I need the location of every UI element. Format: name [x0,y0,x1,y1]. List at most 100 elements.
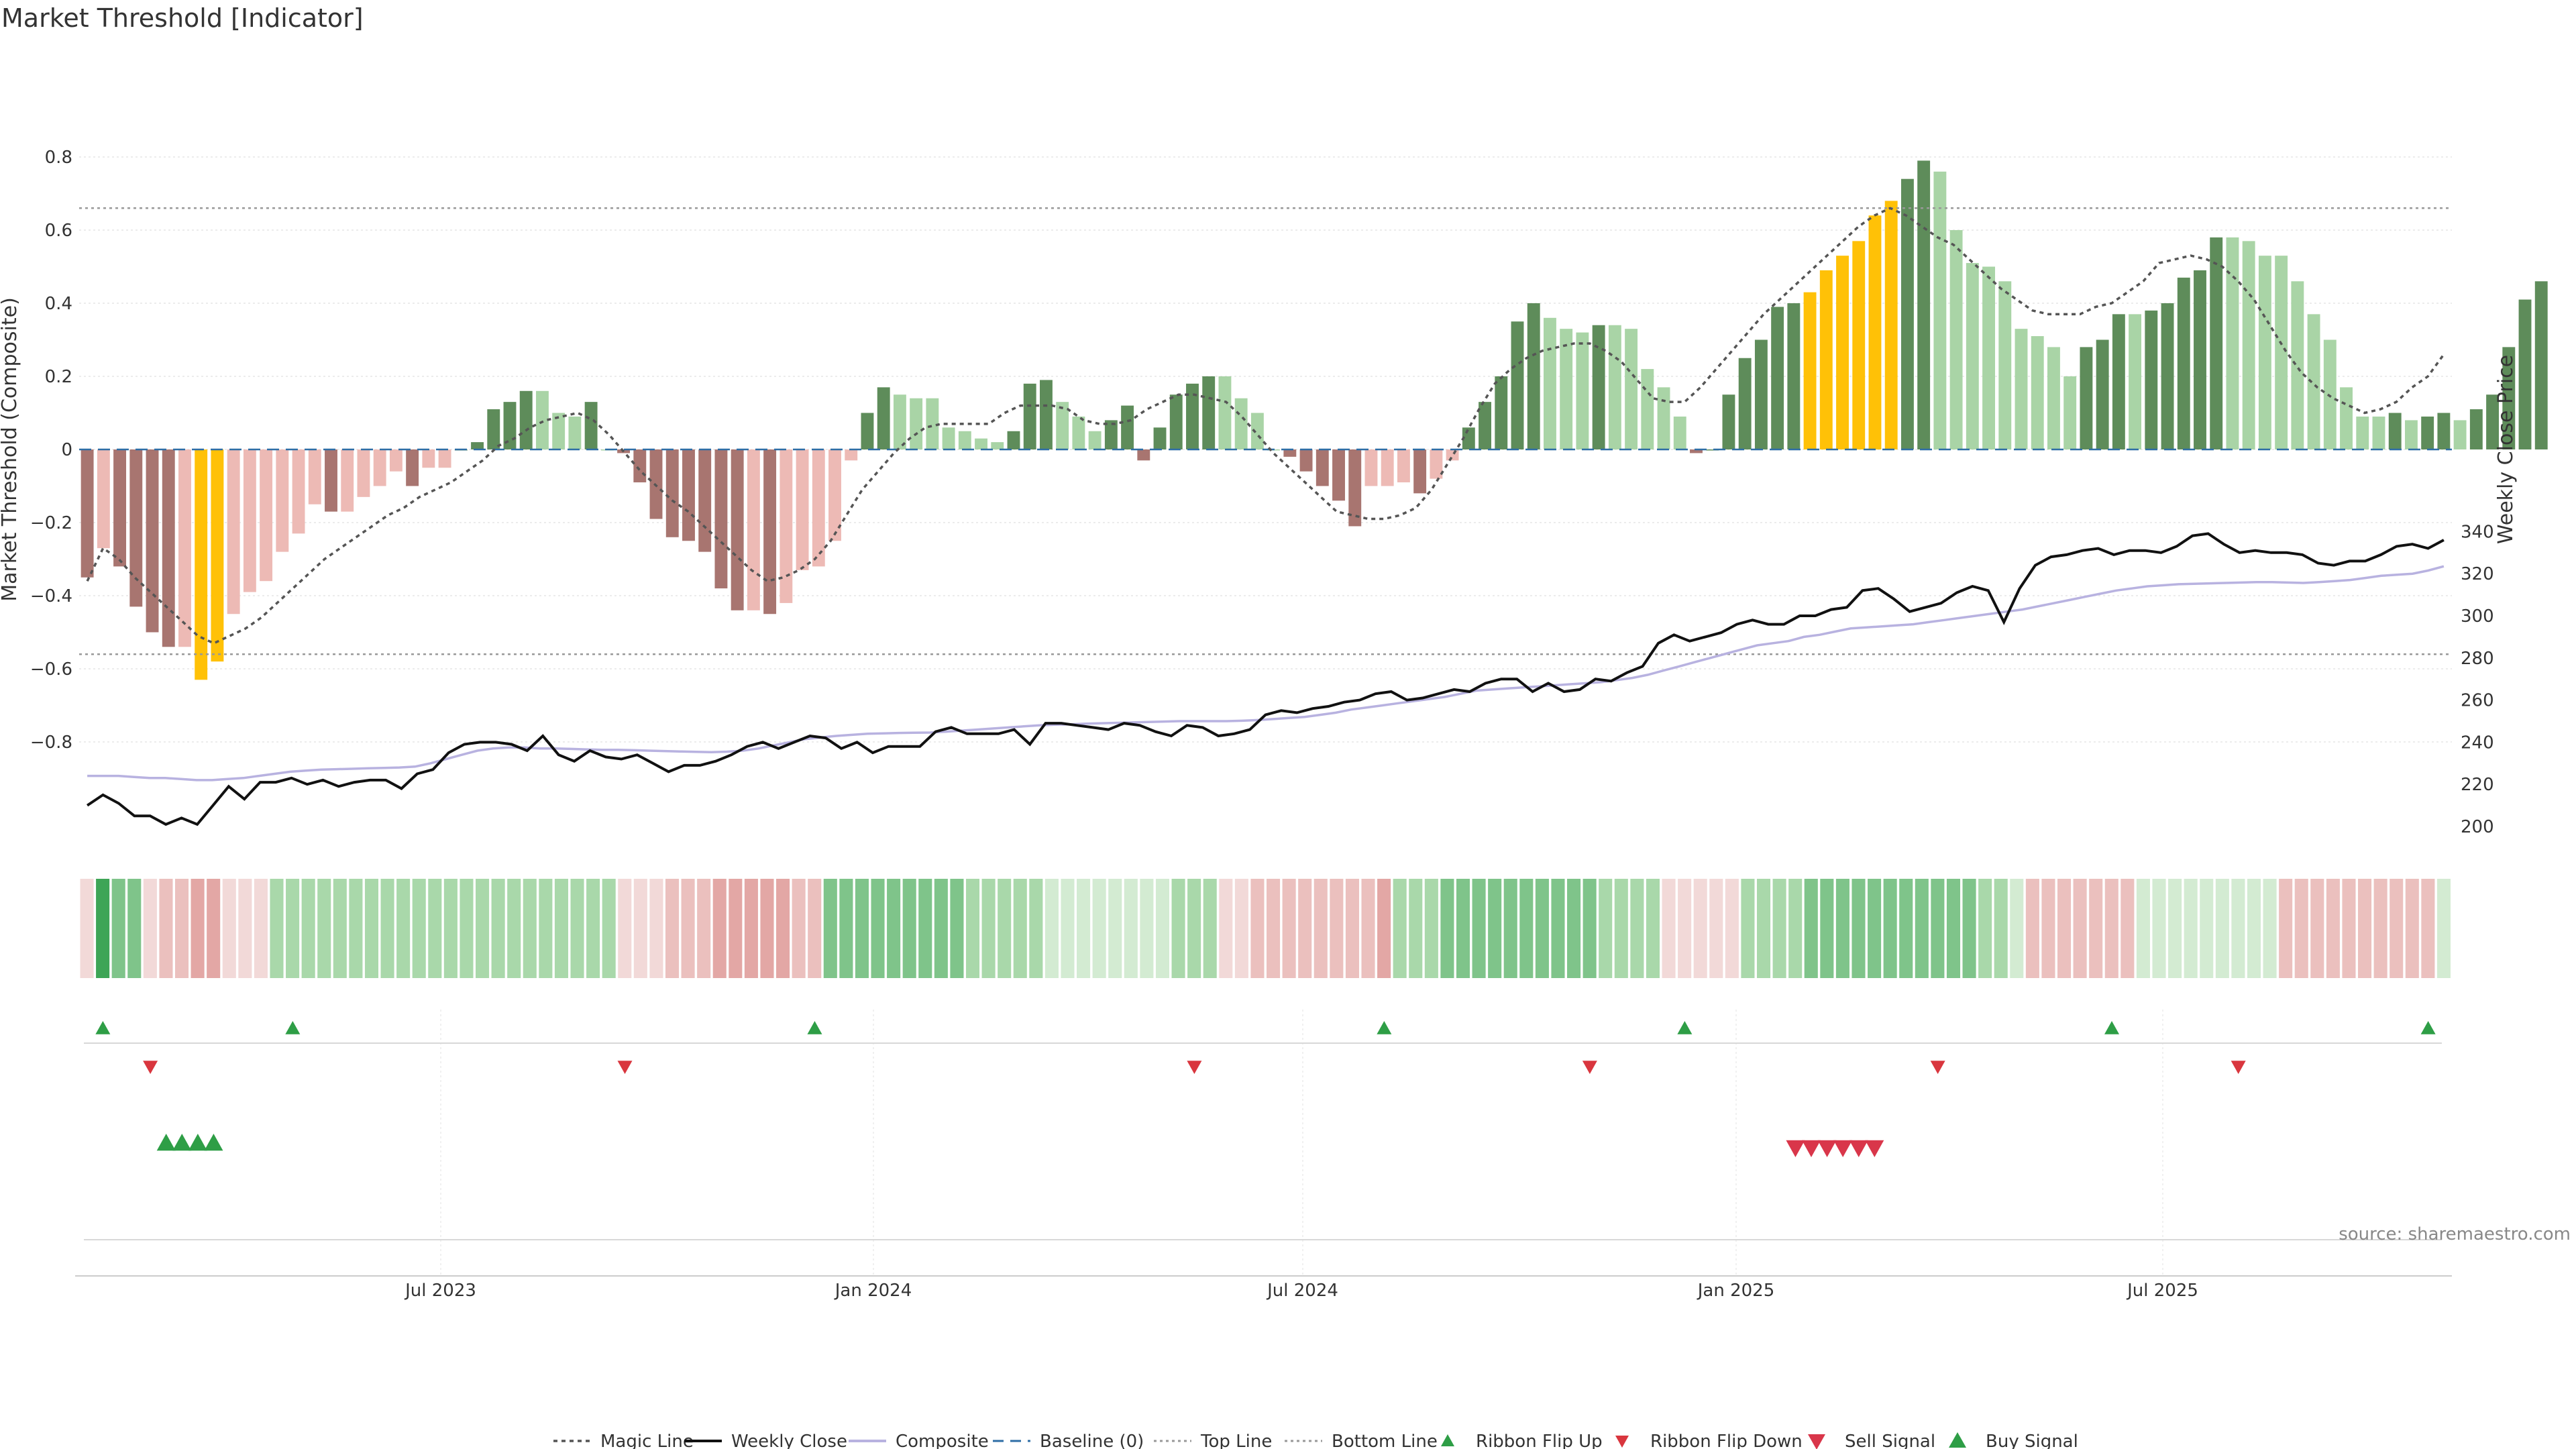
ribbon-cell [1409,879,1423,978]
ribbon-cell [2136,879,2150,978]
ribbon-cell [1187,879,1201,978]
composite-bar [2453,420,2467,449]
composite-bar [1462,427,1475,449]
composite-bar [1381,449,1394,486]
composite-bar [1137,449,1150,461]
composite-bar [552,413,566,449]
ribbon-cell [2421,879,2435,978]
left-tick-label: 0.6 [45,221,72,241]
ribbon-cell [570,879,584,978]
composite-line [87,565,2445,782]
composite-bar [2275,256,2288,449]
composite-bar [1819,270,1833,449]
ribbon-cell [1835,879,1849,978]
ribbon-cell [2057,879,2072,978]
legend-label: Ribbon Flip Down [1650,1432,1803,1449]
ribbon-cell [523,879,537,978]
ribbon-cell [1868,879,1882,978]
composite-bar [1787,303,1801,449]
ribbon-cell [1061,879,1075,978]
composite-bar [211,449,224,662]
composite-bar [568,416,582,449]
composite-bar [1690,449,1703,453]
ribbon-cell [1915,879,1929,978]
composite-bar [1023,383,1036,449]
composite-bar [471,442,484,449]
ribbon-cell [80,879,94,978]
ribbon-cell [2025,879,2039,978]
composite-bar [292,449,305,534]
left-tick-label: −0.6 [30,659,72,680]
composite-bar [162,449,175,647]
composite-bar [519,390,533,449]
ribbon-cell [491,879,505,978]
ribbon-cell [2215,879,2229,978]
ribbon-cell [1931,879,1945,978]
left-tick-label: −0.4 [30,586,72,606]
composite-bar [97,449,110,549]
right-tick-label: 280 [2461,649,2494,669]
composite-bar [731,449,744,610]
ribbon-flip-down-marker [1187,1061,1202,1074]
composite-bar [2177,277,2190,449]
ribbon-strip [80,879,2451,978]
composite-bar [1900,178,1914,449]
legend-item-close: Weekly Close [684,1432,847,1449]
legend-item-composite: Composite [849,1432,989,1449]
ribbon-cell [1219,879,1233,978]
composite-bar [747,449,760,610]
x-tick-label: Jan 2025 [1697,1281,1775,1301]
ribbon-cell [554,879,568,978]
ribbon-cell [1013,879,1027,978]
ribbon-cell [633,879,647,978]
ribbon-cell [776,879,790,978]
ribbon-cell [1709,879,1723,978]
composite-bar [1153,427,1167,449]
composite-bar [2047,347,2060,449]
ribbon-cell [1820,879,1834,978]
composite-bar [2210,237,2223,449]
ribbon-cell [1124,879,1138,978]
composite-bar [80,449,94,578]
composite-bar [2226,237,2239,449]
ribbon-flip-up-marker [2420,1021,2436,1034]
composite-bar [1007,431,1020,449]
ribbon-cell [871,879,885,978]
composite-bar [1722,394,1735,449]
signal-markers [95,1021,2436,1157]
composite-bar [1056,402,1069,449]
ribbon-cell [1551,879,1565,978]
right-tick-label: 200 [2461,817,2494,837]
ribbon-cell [1646,879,1660,978]
x-tick-label: Jan 2024 [834,1281,912,1301]
composite-bar [2080,347,2093,449]
ribbon-cell [1029,879,1043,978]
ribbon-cell [1804,879,1818,978]
ribbon-cell [1851,879,1866,978]
composite-bar [1836,256,1849,449]
ribbon-cell [443,879,458,978]
left-axis: Market Threshold (Composite) −0.8 −0.6 −0.… [0,148,72,753]
ribbon-cell [539,879,553,978]
legend-item-buy: Buy Signal [1949,1432,2078,1449]
ribbon-cell [2342,879,2356,978]
ribbon-flip-down-marker [1582,1061,1597,1074]
composite-bar [1104,420,1118,449]
sell-signal-marker [1786,1140,1805,1157]
composite-bar [942,427,955,449]
right-tick-label: 300 [2461,606,2494,627]
composite-bar [2242,241,2255,449]
composite-bar [1364,449,1378,486]
magic-line [86,207,2445,645]
composite-bar [2129,314,2142,449]
ribbon-cell [1741,879,1755,978]
ribbon-cell [950,879,964,978]
composite-bar [714,449,728,589]
legend-label: Sell Signal [1845,1432,1935,1449]
ribbon-cell [1519,879,1534,978]
left-tick-label: 0.2 [45,367,72,387]
right-tick-label: 340 [2461,522,2494,542]
ribbon-cell [476,879,490,978]
ribbon-cell [270,879,284,978]
composite-bar [2421,416,2434,449]
